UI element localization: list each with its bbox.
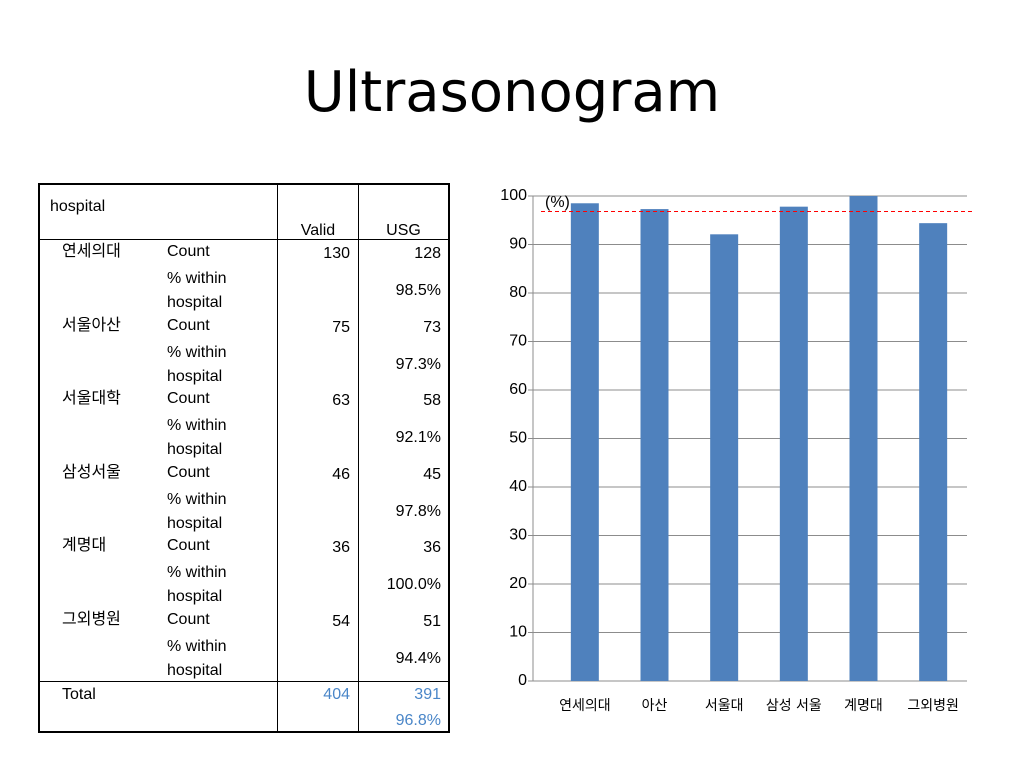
hospital-name: 계명대: [62, 537, 107, 554]
y-axis-label: (%): [545, 194, 570, 211]
hospital-name: 서울대학: [62, 390, 121, 407]
valid-count: 75: [332, 318, 350, 336]
y-tick-label: 20: [509, 575, 527, 592]
row-label: Count: [167, 537, 210, 554]
row-label: % within hospital: [167, 564, 227, 605]
y-tick-label: 0: [518, 672, 527, 689]
usg-percent: 97.3%: [395, 355, 441, 373]
usg-percent: 97.8%: [395, 502, 441, 520]
row-label: Count: [167, 463, 210, 481]
usg-percent: 100.0%: [386, 576, 441, 593]
x-tick-label: 계명대: [844, 698, 883, 714]
y-tick-label: 50: [509, 430, 527, 447]
row-label: % within hospital: [167, 637, 227, 679]
total-valid: 404: [323, 686, 350, 703]
total-usg: 391: [414, 686, 441, 703]
usg-percent: 98.5%: [395, 282, 441, 299]
usg-count: 36: [423, 539, 441, 556]
usg-count: 73: [423, 318, 441, 336]
usg-count: 51: [423, 612, 441, 630]
header-cell: USG: [386, 222, 421, 239]
row-label: Count: [167, 610, 210, 628]
table-rule: [40, 681, 448, 682]
row-label: % within hospital: [167, 490, 227, 532]
row-label: Count: [167, 316, 210, 334]
bar: [640, 209, 669, 681]
data-table: hospital Valid USG Total 404 391 96.8% 연…: [38, 183, 450, 733]
table-rule: [277, 185, 278, 731]
bar: [849, 196, 878, 681]
hospital-name: 연세의대: [62, 243, 121, 260]
y-tick-label: 90: [509, 236, 527, 253]
bar: [570, 203, 599, 681]
total-label: Total: [62, 686, 96, 703]
row-label: % within hospital: [167, 343, 227, 385]
usg-count: 58: [423, 392, 441, 409]
slide-title: Ultrasonogram: [303, 60, 721, 125]
x-tick-label: 연세의대: [559, 698, 611, 714]
usg-percent: 92.1%: [395, 429, 441, 446]
row-label: % within hospital: [167, 417, 227, 458]
header-cell: hospital: [50, 198, 106, 215]
table-rule: [40, 239, 448, 240]
bar: [919, 223, 948, 681]
y-tick-label: 30: [509, 527, 527, 544]
bar: [710, 234, 739, 681]
y-tick-label: 60: [509, 381, 527, 398]
x-tick-label: 그외병원: [907, 698, 959, 714]
y-tick-label: 70: [509, 333, 527, 350]
x-tick-label: 서울대: [705, 698, 744, 714]
valid-count: 46: [332, 465, 350, 483]
usg-count: 45: [423, 465, 441, 483]
usg-count: 128: [414, 245, 441, 262]
valid-count: 36: [332, 539, 350, 556]
valid-count: 130: [323, 245, 350, 262]
row-label: Count: [167, 390, 210, 407]
table-rule: [358, 185, 359, 731]
hospital-name: 그외병원: [62, 610, 121, 628]
header-cell: Valid: [300, 222, 336, 239]
y-tick-label: 100: [500, 187, 527, 204]
bar: [779, 206, 808, 682]
total-pct: 96.8%: [395, 712, 441, 729]
y-tick-label: 80: [509, 284, 527, 301]
hospital-name: 삼성서울: [62, 463, 121, 481]
y-tick-label: 10: [509, 624, 527, 641]
x-tick-label: 아산: [642, 698, 668, 714]
y-tick-label: 40: [509, 478, 527, 495]
x-tick-label: 삼성 서울: [766, 698, 822, 714]
usg-percent: 94.4%: [395, 649, 441, 667]
row-label: Count: [167, 243, 210, 260]
valid-count: 63: [332, 392, 350, 409]
hospital-name: 서울아산: [62, 316, 121, 334]
valid-count: 54: [332, 612, 350, 630]
row-label: % within hospital: [167, 270, 227, 311]
